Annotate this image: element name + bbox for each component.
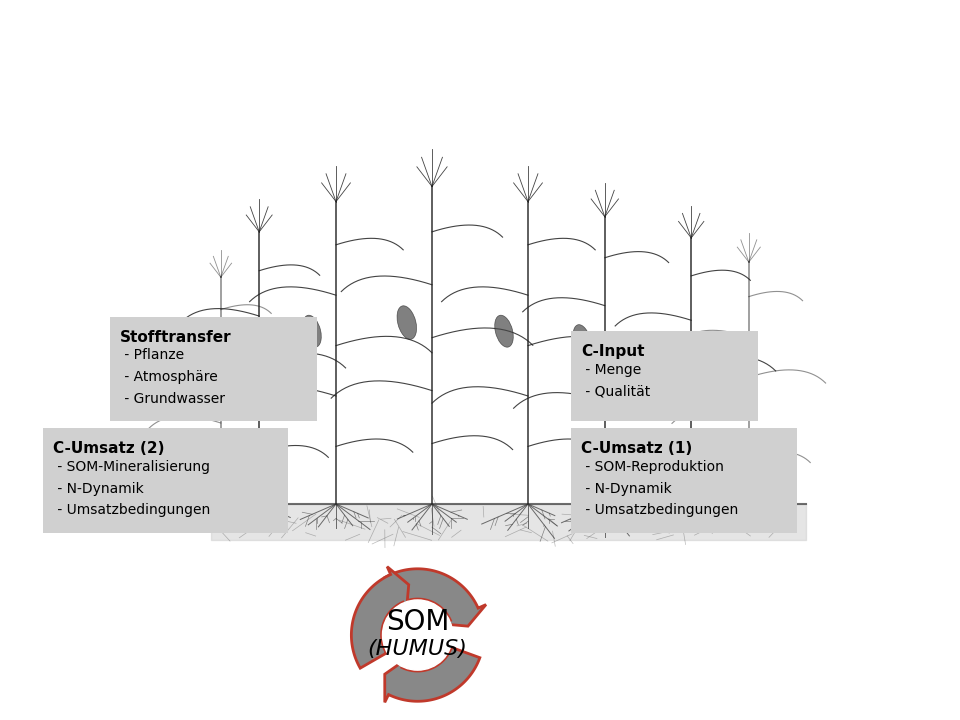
Ellipse shape [382,600,453,670]
Ellipse shape [573,325,590,355]
Text: - Menge: - Menge [581,363,641,377]
Ellipse shape [397,306,417,339]
Ellipse shape [302,315,322,347]
Text: C-Umsatz (1): C-Umsatz (1) [581,441,692,456]
Text: - Umsatzbedingungen: - Umsatzbedingungen [581,503,738,517]
Text: - N-Dynamik: - N-Dynamik [53,482,144,495]
Ellipse shape [722,353,737,379]
Ellipse shape [229,334,246,363]
Text: Stofftransfer: Stofftransfer [120,330,231,345]
Text: - SOM-Mineralisierung: - SOM-Mineralisierung [53,460,210,474]
Polygon shape [351,567,409,668]
Text: - Qualität: - Qualität [581,384,650,398]
Text: SOM: SOM [386,608,449,636]
Ellipse shape [661,338,679,366]
Ellipse shape [196,362,210,387]
Text: - SOM-Reproduktion: - SOM-Reproduktion [581,460,724,474]
Text: C-Umsatz (2): C-Umsatz (2) [53,441,164,456]
Text: - Atmosphäre: - Atmosphäre [120,370,218,384]
Text: - N-Dynamik: - N-Dynamik [581,482,672,495]
Text: C-Input: C-Input [581,344,644,359]
FancyBboxPatch shape [571,331,758,421]
Polygon shape [384,569,486,626]
Text: - Umsatzbedingungen: - Umsatzbedingungen [53,503,210,517]
Ellipse shape [494,315,514,347]
FancyBboxPatch shape [571,428,797,533]
Text: - Pflanze: - Pflanze [120,348,184,362]
FancyBboxPatch shape [43,428,288,533]
Text: - Grundwasser: - Grundwasser [120,392,225,405]
Text: (HUMUS): (HUMUS) [368,639,468,660]
FancyBboxPatch shape [110,317,317,421]
Polygon shape [385,647,480,702]
